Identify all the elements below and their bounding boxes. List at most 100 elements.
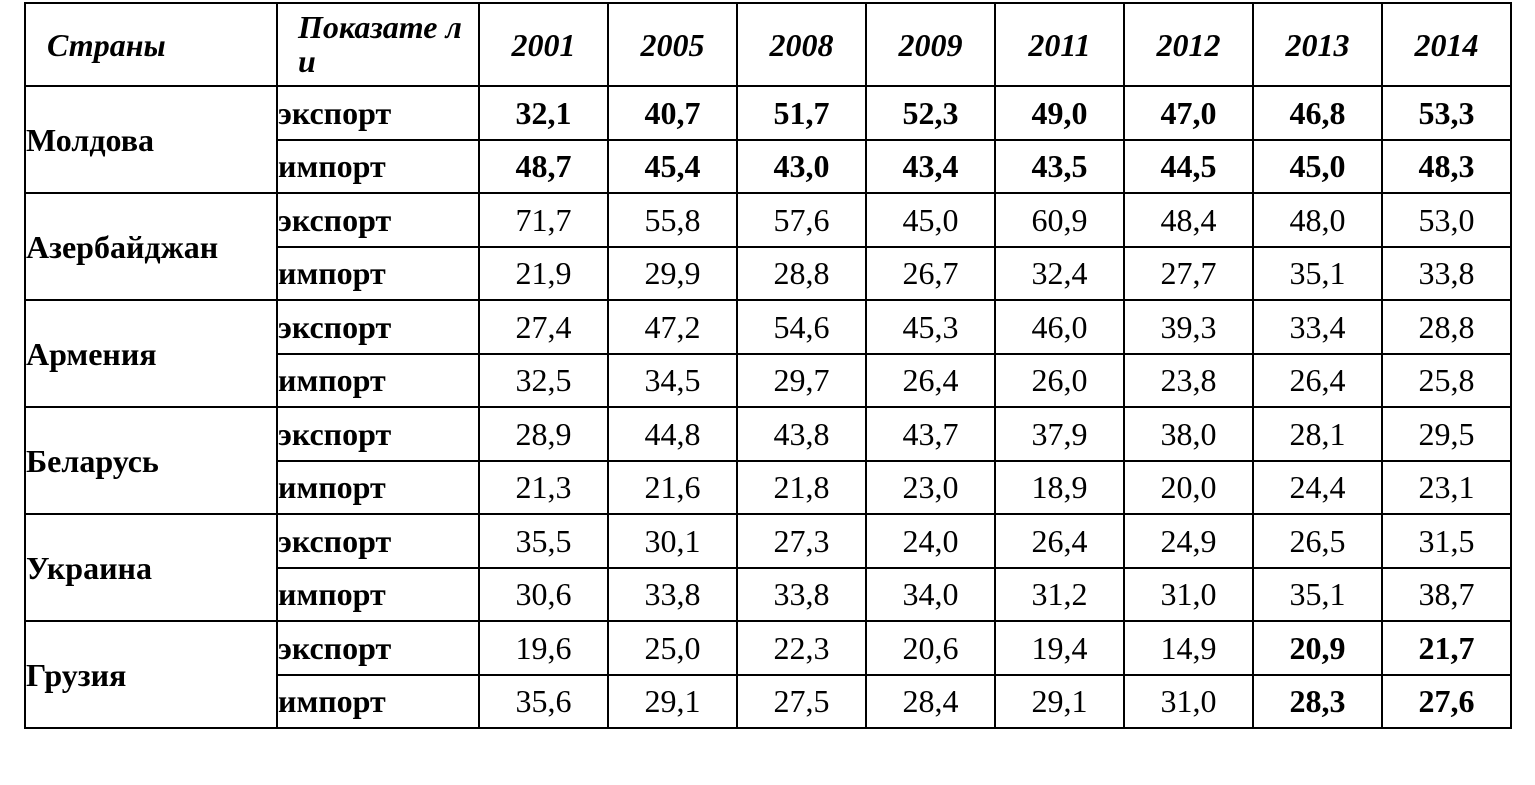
table-row: Украина экспорт 35,5 30,1 27,3 24,0 26,4 24,9 26… bbox=[24, 513, 1512, 622]
indicator-cell: импорт bbox=[276, 245, 480, 301]
table-row: Грузия экспорт 19,6 25,0 22,3 20,6 19,4 14,9 20,… bbox=[24, 620, 1512, 729]
indicator-cell: экспорт bbox=[276, 513, 480, 569]
header-year: 2012 bbox=[1123, 2, 1254, 87]
header-indicator: Показате ли bbox=[276, 2, 480, 87]
value-cell: 25,0 bbox=[607, 620, 738, 676]
value-cell: 28,4 bbox=[865, 673, 996, 729]
value-cell: 53,0 bbox=[1381, 192, 1512, 248]
value-cell: 35,5 bbox=[478, 513, 609, 569]
value-cell: 28,3 bbox=[1252, 673, 1383, 729]
value-cell: 47,2 bbox=[607, 299, 738, 355]
value-cell: 19,4 bbox=[994, 620, 1125, 676]
value-cell: 48,7 bbox=[478, 138, 609, 194]
value-cell: 47,0 bbox=[1123, 85, 1254, 141]
value-cell: 26,4 bbox=[994, 513, 1125, 569]
value-cell: 26,4 bbox=[1252, 352, 1383, 408]
value-cell: 38,7 bbox=[1381, 566, 1512, 622]
value-cell: 31,0 bbox=[1123, 673, 1254, 729]
table-row: импорт 32,5 34,5 29,7 26,4 26,0 23,8 26,4 25,8 bbox=[25, 352, 1512, 408]
value-cell: 29,5 bbox=[1381, 406, 1512, 462]
value-cell: 20,6 bbox=[865, 620, 996, 676]
value-cell: 18,9 bbox=[994, 459, 1125, 515]
value-cell: 43,7 bbox=[865, 406, 996, 462]
value-cell: 28,8 bbox=[1381, 299, 1512, 355]
value-cell: 24,0 bbox=[865, 513, 996, 569]
country-cell: Беларусь bbox=[24, 406, 278, 515]
value-cell: 37,9 bbox=[994, 406, 1125, 462]
table-row: импорт 48,7 45,4 43,0 43,4 43,5 44,5 45,0 48,3 bbox=[25, 138, 1512, 194]
header-row: Страны Показате ли 2001 2005 2008 2009 2… bbox=[24, 2, 1512, 87]
value-cell: 28,9 bbox=[478, 406, 609, 462]
value-cell: 33,8 bbox=[736, 566, 867, 622]
value-cell: 71,7 bbox=[478, 192, 609, 248]
value-cell: 21,9 bbox=[478, 245, 609, 301]
value-cell: 21,8 bbox=[736, 459, 867, 515]
value-cell: 32,4 bbox=[994, 245, 1125, 301]
header-year: 2001 bbox=[478, 2, 609, 87]
value-cell: 43,0 bbox=[736, 138, 867, 194]
value-cell: 46,8 bbox=[1252, 85, 1383, 141]
header-year: 2014 bbox=[1381, 2, 1512, 87]
table-body: Молдова экспорт 32,1 40,7 51,7 52,3 49,0 47,0 46… bbox=[24, 85, 1512, 729]
value-cell: 43,8 bbox=[736, 406, 867, 462]
value-cell: 32,1 bbox=[478, 85, 609, 141]
value-cell: 26,4 bbox=[865, 352, 996, 408]
header-year: 2008 bbox=[736, 2, 867, 87]
indicator-cell: импорт bbox=[276, 352, 480, 408]
value-cell: 21,3 bbox=[478, 459, 609, 515]
value-cell: 29,1 bbox=[607, 673, 738, 729]
value-cell: 27,5 bbox=[736, 673, 867, 729]
table-row: Беларусь экспорт 28,9 44,8 43,8 43,7 37,9 38,0 2… bbox=[24, 406, 1512, 515]
value-cell: 27,4 bbox=[478, 299, 609, 355]
value-cell: 45,0 bbox=[1252, 138, 1383, 194]
header-year: 2011 bbox=[994, 2, 1125, 87]
value-cell: 40,7 bbox=[607, 85, 738, 141]
value-cell: 35,1 bbox=[1252, 245, 1383, 301]
indicator-cell: экспорт bbox=[276, 620, 480, 676]
country-cell: Украина bbox=[24, 513, 278, 622]
value-cell: 43,5 bbox=[994, 138, 1125, 194]
value-cell: 29,7 bbox=[736, 352, 867, 408]
value-cell: 23,1 bbox=[1381, 459, 1512, 515]
table-row: Азербайджан экспорт 71,7 55,8 57,6 45,0 60,9 48… bbox=[24, 192, 1512, 301]
value-cell: 34,5 bbox=[607, 352, 738, 408]
header-year: 2005 bbox=[607, 2, 738, 87]
value-cell: 35,6 bbox=[478, 673, 609, 729]
value-cell: 43,4 bbox=[865, 138, 996, 194]
value-cell: 34,0 bbox=[865, 566, 996, 622]
value-cell: 39,3 bbox=[1123, 299, 1254, 355]
value-cell: 31,5 bbox=[1381, 513, 1512, 569]
indicator-cell: импорт bbox=[276, 673, 480, 729]
value-cell: 27,3 bbox=[736, 513, 867, 569]
value-cell: 20,9 bbox=[1252, 620, 1383, 676]
value-cell: 27,7 bbox=[1123, 245, 1254, 301]
value-cell: 25,8 bbox=[1381, 352, 1512, 408]
table-row: импорт 30,6 33,8 33,8 34,0 31,2 31,0 35,1 38,7 bbox=[25, 566, 1512, 622]
indicator-cell: экспорт bbox=[276, 299, 480, 355]
country-cell: Армения bbox=[24, 299, 278, 408]
value-cell: 33,4 bbox=[1252, 299, 1383, 355]
indicator-cell: импорт bbox=[276, 566, 480, 622]
value-cell: 26,0 bbox=[994, 352, 1125, 408]
header-year: 2013 bbox=[1252, 2, 1383, 87]
value-cell: 33,8 bbox=[607, 566, 738, 622]
value-cell: 28,1 bbox=[1252, 406, 1383, 462]
value-cell: 21,6 bbox=[607, 459, 738, 515]
indicator-cell: экспорт bbox=[276, 406, 480, 462]
value-cell: 48,0 bbox=[1252, 192, 1383, 248]
value-cell: 31,0 bbox=[1123, 566, 1254, 622]
value-cell: 30,6 bbox=[478, 566, 609, 622]
country-cell: Азербайджан bbox=[24, 192, 278, 301]
value-cell: 53,3 bbox=[1381, 85, 1512, 141]
value-cell: 24,4 bbox=[1252, 459, 1383, 515]
country-cell: Грузия bbox=[24, 620, 278, 729]
value-cell: 27,6 bbox=[1381, 673, 1512, 729]
table-row: импорт 35,6 29,1 27,5 28,4 29,1 31,0 28,3 27,6 bbox=[25, 673, 1512, 729]
value-cell: 26,7 bbox=[865, 245, 996, 301]
value-cell: 45,3 bbox=[865, 299, 996, 355]
table-row: импорт 21,3 21,6 21,8 23,0 18,9 20,0 24,4 23,1 bbox=[25, 459, 1512, 515]
value-cell: 38,0 bbox=[1123, 406, 1254, 462]
value-cell: 33,8 bbox=[1381, 245, 1512, 301]
value-cell: 23,8 bbox=[1123, 352, 1254, 408]
value-cell: 45,4 bbox=[607, 138, 738, 194]
